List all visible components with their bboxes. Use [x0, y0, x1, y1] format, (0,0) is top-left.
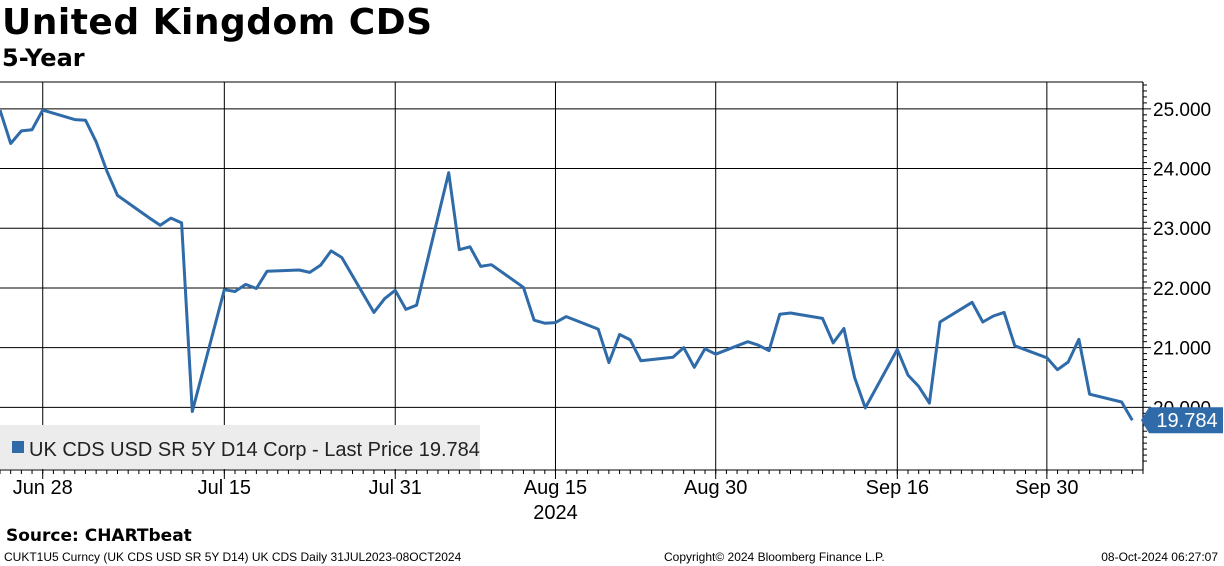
x-tick-label: Jul 31 [369, 477, 422, 499]
x-tick-label: Sep 16 [866, 477, 929, 499]
x-tick-label: Jul 15 [198, 477, 251, 499]
y-tick-label: 24.000 [1153, 160, 1211, 181]
y-tick-label: 22.000 [1153, 279, 1211, 300]
x-year-label: 2024 [533, 502, 578, 524]
chart-subtitle: 5-Year [2, 44, 85, 72]
legend-entry: UK CDS USD SR 5Y D14 Corp - Last Price 1… [29, 439, 480, 461]
line-chart: 20.00021.00022.00023.00024.00025.000Jun … [0, 81, 1223, 524]
x-tick-label: Aug 30 [684, 477, 747, 499]
x-tick-label: Aug 15 [524, 477, 587, 499]
last-price-tag [1141, 407, 1223, 434]
ticker-info: CUKT1U5 Curncy (UK CDS USD SR 5Y D14) UK… [4, 550, 462, 564]
x-tick-label: Sep 30 [1015, 477, 1078, 499]
y-tick-label: 25.000 [1153, 100, 1211, 121]
series-line [0, 108, 1134, 421]
y-tick-label: 23.000 [1153, 219, 1211, 240]
legend-swatch [12, 441, 24, 453]
last-price-label: 19.784 [1156, 410, 1217, 432]
source-label: Source: CHARTbeat [6, 526, 192, 546]
chart-title: United Kingdom CDS [2, 2, 433, 43]
x-tick-label: Jun 28 [13, 477, 73, 499]
timestamp: 08-Oct-2024 06:27:07 [1101, 550, 1218, 564]
legend-box [0, 425, 480, 469]
copyright-notice: Copyright© 2024 Bloomberg Finance L.P. [664, 550, 885, 564]
y-tick-label: 21.000 [1153, 339, 1211, 360]
